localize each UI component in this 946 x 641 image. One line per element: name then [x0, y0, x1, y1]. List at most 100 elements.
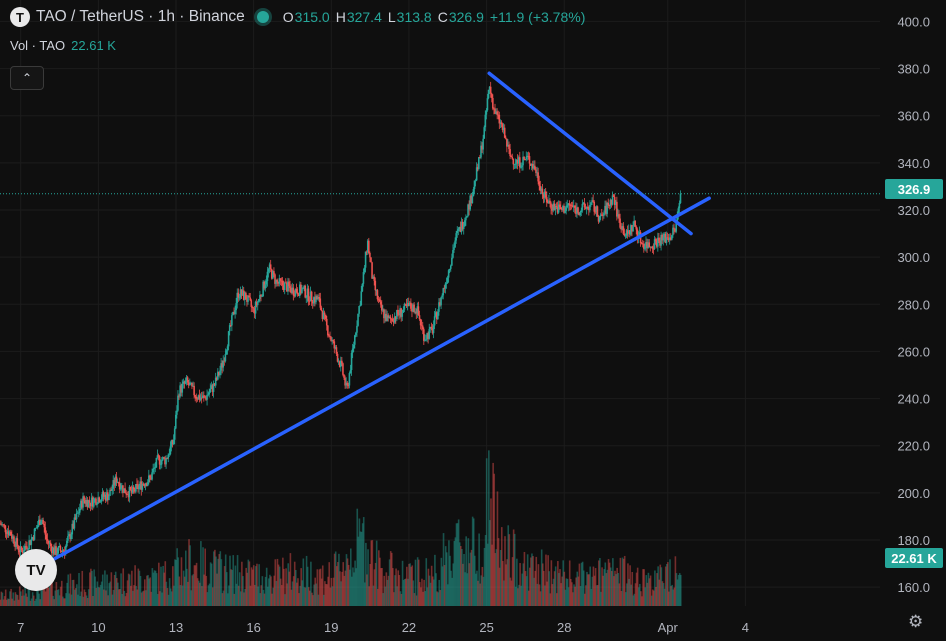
candle	[416, 306, 419, 314]
volume-bar	[234, 565, 237, 606]
volume-bar	[104, 570, 106, 606]
volume-bar	[546, 581, 548, 606]
candle	[652, 248, 655, 250]
candle	[484, 114, 487, 128]
volume-bar	[41, 581, 44, 606]
volume-bar	[519, 563, 521, 606]
candle	[486, 98, 489, 111]
candle	[234, 310, 236, 315]
symbol-title[interactable]: TAO / TetherUS · 1h · Binance	[36, 8, 245, 25]
volume-bar	[346, 558, 349, 606]
volume-bar	[510, 580, 513, 606]
candle	[73, 517, 76, 529]
candle	[571, 205, 574, 208]
volume-bar	[164, 561, 167, 606]
candle	[370, 257, 372, 263]
candle	[593, 201, 596, 212]
candle	[528, 156, 531, 164]
candle	[93, 498, 95, 507]
volume-bar	[22, 589, 24, 606]
volume-bar	[108, 583, 111, 606]
candle	[579, 212, 581, 216]
volume-bar	[93, 569, 95, 606]
volume-bar	[525, 576, 528, 606]
candle	[575, 207, 577, 214]
candle	[655, 240, 658, 247]
candle	[565, 207, 567, 211]
volume-bar	[268, 578, 270, 606]
volume-bar	[549, 593, 552, 606]
candle	[577, 207, 579, 213]
volume-bar	[98, 587, 101, 606]
y-tick-label: 340.0	[897, 156, 930, 171]
candle	[311, 301, 314, 304]
candle	[39, 519, 41, 525]
candle	[580, 210, 583, 213]
volume-bar	[559, 569, 561, 606]
volume-bar	[447, 584, 449, 606]
volume-bar	[133, 585, 135, 606]
candle	[378, 299, 381, 302]
volume-bar	[0, 599, 2, 606]
candle	[75, 513, 78, 520]
volume-bar	[575, 577, 577, 606]
candle	[112, 480, 115, 489]
candle	[268, 264, 271, 270]
volume-bar	[111, 594, 114, 606]
volume-legend[interactable]: Vol · TAO 22.61 K	[10, 38, 116, 53]
volume-bar	[506, 559, 508, 606]
volume-bar	[228, 585, 230, 606]
volume-bar	[439, 590, 442, 606]
candle	[551, 208, 553, 211]
tradingview-logo-icon[interactable]: TV	[15, 549, 57, 591]
candle	[26, 546, 28, 550]
volume-bar	[81, 570, 84, 606]
candle	[511, 156, 514, 159]
volume-bar	[536, 583, 539, 606]
volume-bar	[145, 590, 147, 606]
volume-bar	[678, 573, 681, 606]
candle	[300, 284, 302, 294]
candle	[198, 395, 201, 400]
volume-bar	[119, 588, 121, 606]
candle	[474, 180, 477, 182]
candle	[362, 272, 365, 284]
volume-bar	[502, 561, 504, 606]
candle	[635, 226, 638, 230]
candle	[160, 460, 163, 465]
candle	[430, 326, 433, 328]
volume-bar	[156, 594, 159, 606]
gear-icon[interactable]: ⚙	[908, 612, 924, 631]
volume-bar	[170, 591, 173, 606]
candle	[95, 498, 97, 505]
candle	[557, 204, 560, 213]
candle	[227, 331, 230, 347]
volume-bar	[400, 593, 403, 606]
candle	[17, 546, 20, 551]
volume-bar	[338, 553, 340, 606]
volume-bar	[89, 572, 91, 606]
volume-bar	[255, 566, 257, 606]
candle	[595, 206, 598, 212]
market-status-icon[interactable]	[256, 11, 269, 23]
candle	[47, 540, 50, 544]
volume-bar	[635, 572, 638, 606]
candle	[194, 395, 196, 397]
volume-bar	[650, 595, 653, 606]
candle	[567, 203, 570, 206]
candle	[99, 501, 102, 503]
candle	[87, 500, 90, 508]
volume-bar	[568, 560, 571, 606]
volume-bar	[305, 555, 308, 606]
volume-bar	[531, 553, 533, 606]
candle	[489, 86, 492, 94]
volume-bar	[132, 590, 134, 606]
volume-bar	[334, 551, 337, 606]
candle	[272, 271, 274, 279]
candle	[128, 486, 131, 498]
volume-bar	[623, 555, 626, 606]
candle	[572, 205, 575, 208]
volume-bar	[503, 580, 505, 606]
collapse-legend-button[interactable]: ⌃	[10, 66, 44, 90]
